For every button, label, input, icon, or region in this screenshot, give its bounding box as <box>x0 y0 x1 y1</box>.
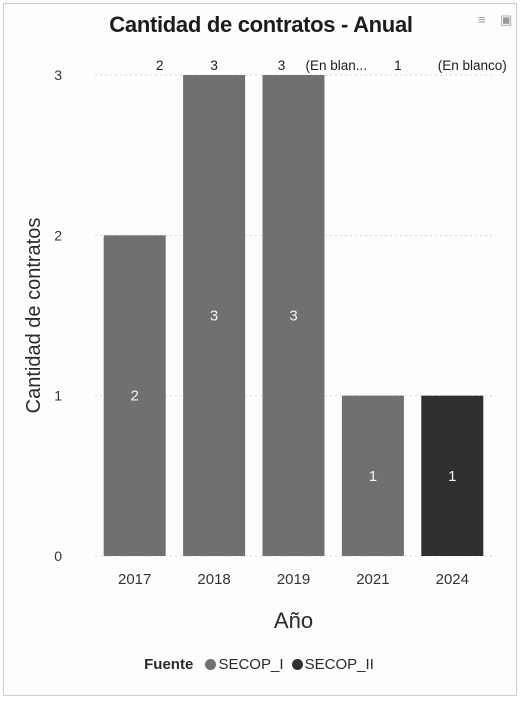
top-total-label: 3 <box>210 58 218 73</box>
legend: Fuente SECOP_I SECOP_II <box>0 656 522 673</box>
bar[interactable] <box>341 395 404 556</box>
x-axis-title: Año <box>274 608 313 633</box>
bar-value-label: 3 <box>289 308 297 325</box>
filter-icon[interactable]: ≡ <box>478 12 486 27</box>
top-total-label: (En blan... <box>306 58 368 73</box>
y-tick-label: 3 <box>54 67 62 83</box>
legend-label-secop-i[interactable]: SECOP_I <box>218 656 284 673</box>
legend-swatch-secop-ii <box>291 659 303 670</box>
top-total-label: 3 <box>278 58 286 73</box>
y-tick-label: 1 <box>54 388 62 404</box>
legend-swatch-secop-i <box>205 659 217 670</box>
top-total-label: 2 <box>156 58 164 73</box>
bar-value-label: 2 <box>131 388 139 405</box>
y-tick-label: 0 <box>54 548 62 564</box>
bar[interactable] <box>262 75 325 556</box>
chart-title: Cantidad de contratos - Anual <box>109 12 413 37</box>
x-tick-label: 2019 <box>277 571 310 588</box>
top-total-label: 1 <box>394 58 402 73</box>
bar[interactable] <box>183 75 246 556</box>
x-tick-label: 2024 <box>436 571 469 588</box>
bar-value-label: 1 <box>369 468 377 485</box>
x-tick-label: 2021 <box>356 571 389 588</box>
legend-title: Fuente <box>144 656 194 673</box>
chart-visual-frame <box>3 3 517 696</box>
top-total-label: (En blanco) <box>438 58 507 73</box>
y-axis-title: Cantidad de contratos <box>23 218 45 414</box>
x-tick-label: 2018 <box>197 571 230 588</box>
legend-label-secop-ii[interactable]: SECOP_II <box>304 656 374 673</box>
x-tick-label: 2017 <box>118 571 151 588</box>
bar[interactable] <box>421 395 484 556</box>
focus-mode-icon[interactable]: ▣ <box>500 12 513 27</box>
bar-value-label: 3 <box>210 308 218 325</box>
y-tick-label: 2 <box>54 227 62 243</box>
bar[interactable] <box>103 235 166 557</box>
bar-value-label: 1 <box>448 468 456 485</box>
